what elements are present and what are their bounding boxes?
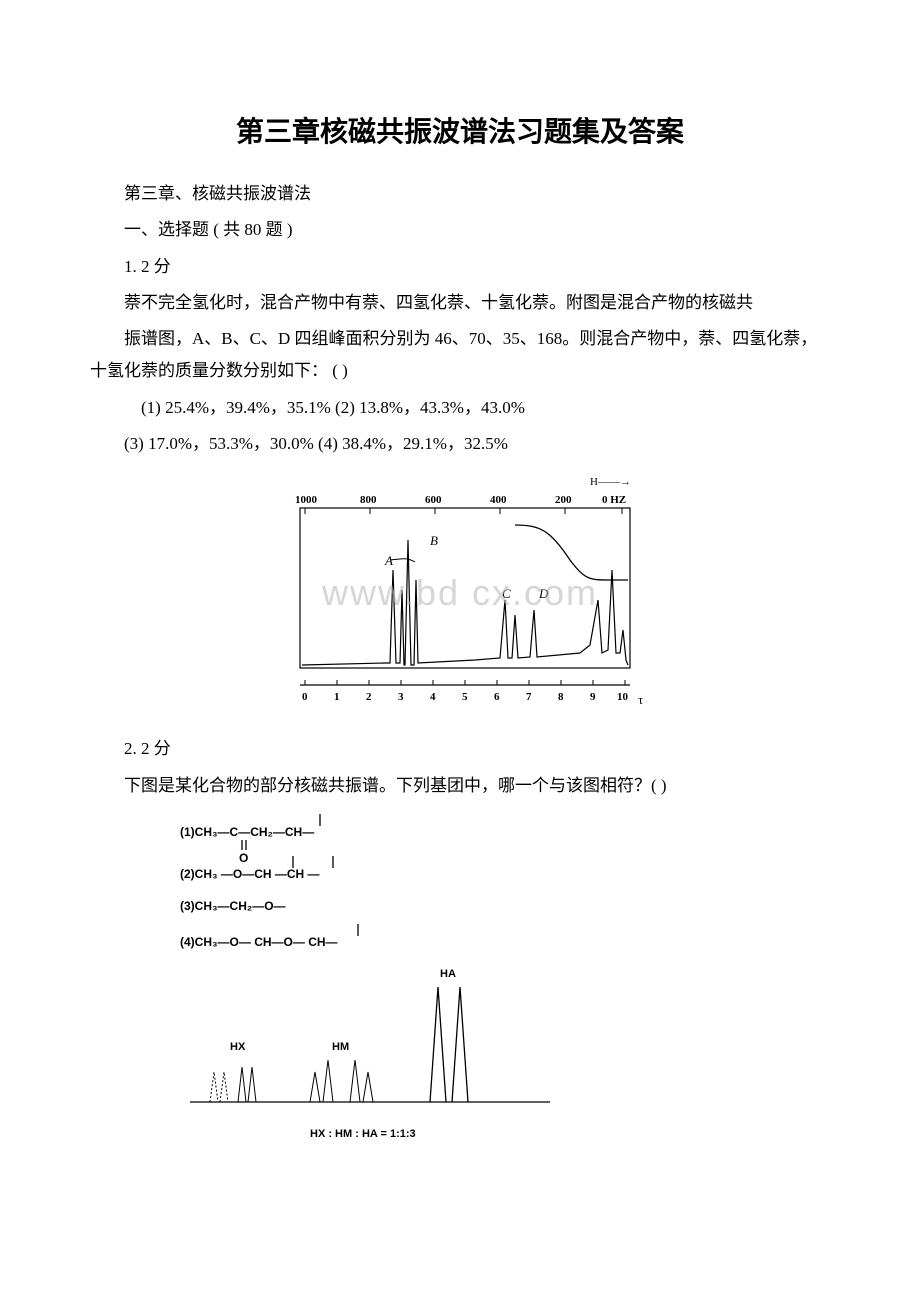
peak-ha-label: HA [440,968,456,980]
top-tick: 1000 [295,494,318,506]
q2-line1: 下图是某化合物的部分核磁共振谱。下列基团中，哪一个与该图相符？( ) [90,770,830,802]
peak-hx-label: HX [230,1041,246,1053]
q2-num: 2. 2 分 [90,733,830,765]
bot-tick: 0 [302,691,308,703]
bot-tick: 8 [558,691,564,703]
bottom-ticks [305,680,625,685]
nmr-chart-1: www.bd cx.com H——→ 1000 800 600 400 200 … [90,470,830,715]
struct3: (3)CH₃—CH₂—O— [180,899,286,913]
bot-tick: 4 [430,691,436,703]
top-tick: 800 [360,494,377,506]
peak-label-a: A [384,553,393,568]
struct4: (4)CH₃—O— CH—O— CH— [180,935,338,949]
top-tick: 0 HZ [602,494,626,506]
page-title: 第三章核磁共振波谱法习题集及答案 [90,110,830,150]
bot-tick: 1 [334,691,340,703]
bot-tick: 5 [462,691,468,703]
bot-tick: 6 [494,691,500,703]
chart-frame [300,508,630,668]
q1-line2: 振谱图，A、B、C、D 四组峰面积分别为 46、70、35、168。则混合产物中… [90,323,830,388]
q1-opt2: (3) 17.0%，53.3%，30.0% (4) 38.4%，29.1%，32… [90,428,830,460]
tau-label: τ [638,692,643,707]
integral-step [515,525,628,580]
bot-tick: 9 [590,691,596,703]
peak-hm-label: HM [332,1041,349,1053]
bot-tick: 2 [366,691,372,703]
q1-opt1: (1) 25.4%，39.4%，35.1% (2) 13.8%，43.3%，43… [90,392,830,424]
struct1-o: O [239,851,248,865]
h-arrow-label: H——→ [590,476,631,488]
struct1: (1)CH₃—C—CH₂—CH— [180,825,314,839]
part-header: 一、选择题 ( 共 80 题 ) [90,214,830,246]
top-tick: 400 [490,494,507,506]
peak-label-b: B [430,533,438,548]
ratio-label: HX : HM : HA = 1:1:3 [310,1128,416,1140]
q1-num: 1. 2 分 [90,251,830,283]
nmr-trace [302,540,628,665]
nmr-chart-2: (1)CH₃—C—CH₂—CH— O (2)CH₃ —O—CH —CH — (3… [180,812,830,1157]
section-header: 第三章、核磁共振波谱法 [90,178,830,210]
top-tick: 600 [425,494,442,506]
struct2: (2)CH₃ —O—CH —CH — [180,867,320,881]
top-tick: 200 [555,494,572,506]
bot-tick: 3 [398,691,404,703]
q1-line1: 萘不完全氢化时，混合产物中有萘、四氢化萘、十氢化萘。附图是混合产物的核磁共 [90,287,830,319]
bot-tick: 10 [617,691,629,703]
peak-label-c: C [502,586,511,601]
bot-tick: 7 [526,691,532,703]
peak-label-d: D [538,586,549,601]
